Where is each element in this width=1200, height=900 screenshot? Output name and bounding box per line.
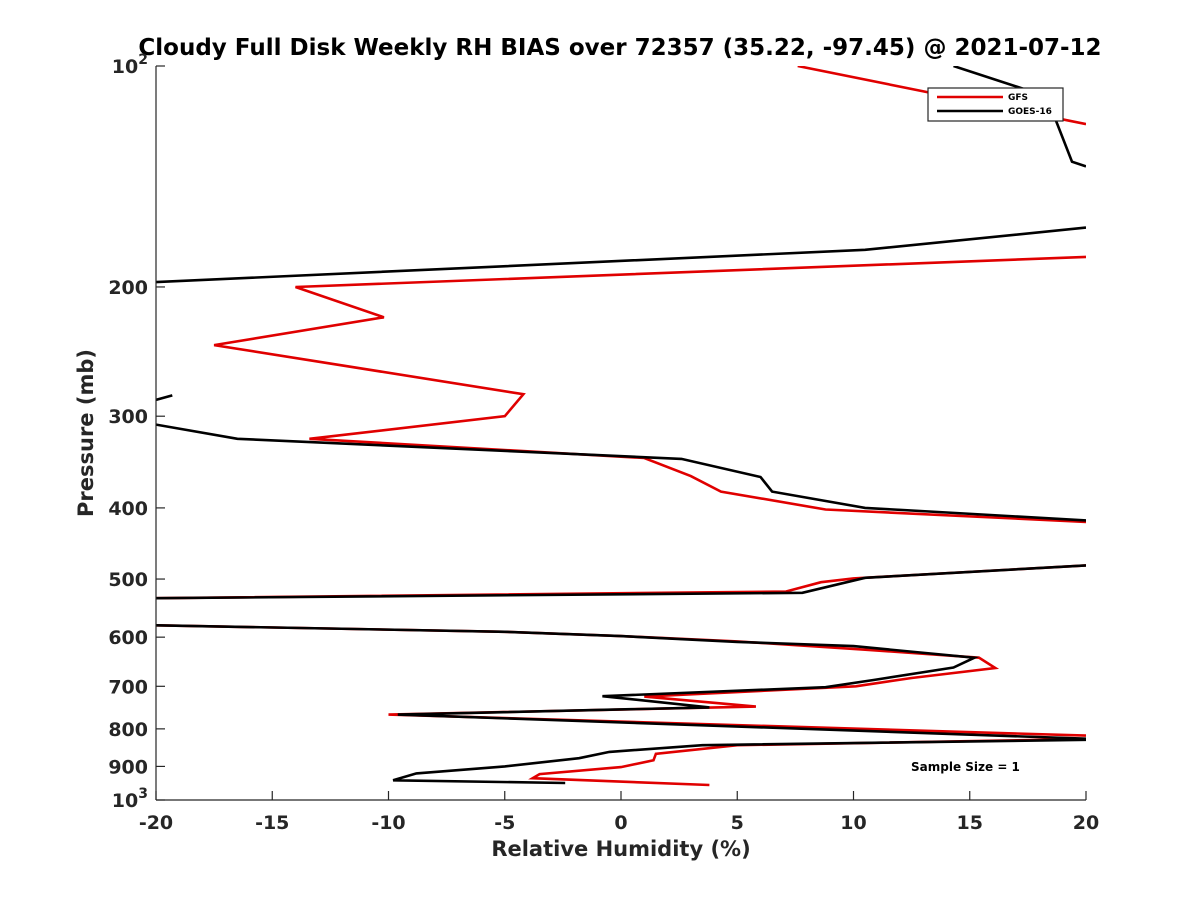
sample-size-annotation: Sample Size = 1	[911, 760, 1020, 774]
legend-label-gfs: GFS	[1008, 93, 1028, 103]
x-tick-label: -15	[255, 812, 289, 834]
x-tick-label: 20	[1073, 812, 1099, 834]
y-tick-label: 300	[108, 406, 148, 428]
y-tick-label: 200	[108, 277, 148, 299]
x-tick-label: -5	[494, 812, 515, 834]
series-line-goes16-2	[156, 394, 173, 402]
series-line-goes16-3	[156, 423, 1086, 522]
legend-label-goes16: GOES-16	[1008, 107, 1052, 117]
y-tick-label: 600	[108, 627, 148, 649]
y-tick-label: 103	[112, 786, 148, 812]
legend: GFS GOES-16	[927, 87, 1064, 122]
legend-box	[927, 87, 1064, 122]
x-tick-label: -20	[139, 812, 173, 834]
series-line-goes16-5	[156, 624, 1086, 740]
y-tick-label: 102	[112, 52, 148, 78]
chart-title: Cloudy Full Disk Weekly RH BIAS over 723…	[138, 35, 1101, 61]
series-line-goes16-6	[392, 738, 1086, 785]
y-axis-label: Pressure (mb)	[74, 349, 98, 517]
x-tick-label: 0	[614, 812, 627, 834]
series-layer	[156, 66, 1086, 787]
x-axis-label: Relative Humidity (%)	[491, 837, 750, 861]
series-line-gfs-1	[213, 255, 1086, 524]
x-tick-label: 10	[840, 812, 866, 834]
y-tick-label: 900	[108, 756, 148, 778]
x-ticks: -20 -15 -10 -5 0 5 10 15 20	[139, 791, 1099, 834]
x-tick-label: -10	[371, 812, 405, 834]
y-ticks: 102 200 300 400 500 600 700 800 900 103	[108, 52, 165, 812]
x-tick-label: 15	[957, 812, 983, 834]
series-line-goes16-0	[953, 66, 1086, 168]
y-tick-label: 700	[108, 676, 148, 698]
y-tick-label: 500	[108, 569, 148, 591]
y-tick-label: 400	[108, 498, 148, 520]
x-tick-label: 5	[731, 812, 744, 834]
series-line-goes16-4	[156, 564, 1086, 600]
y-tick-label: 800	[108, 719, 148, 741]
series-line-gfs-4	[528, 737, 1086, 787]
series-line-goes16-1	[156, 226, 1086, 284]
